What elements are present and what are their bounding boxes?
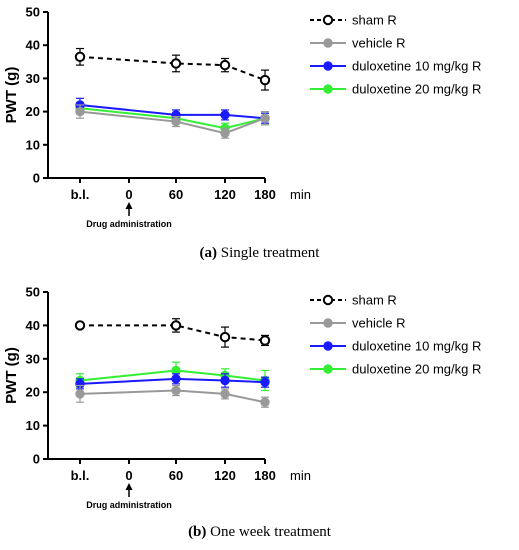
legend-label: duloxetine 10 mg/kg R: [352, 339, 481, 354]
caption-panel-a: (a) Single treatment: [0, 245, 519, 262]
y-tick-label: 10: [26, 137, 40, 152]
legend-marker: [323, 364, 333, 374]
legend-label: duloxetine 20 mg/kg R: [352, 362, 481, 377]
x-tick-label: b.l.: [71, 468, 90, 483]
legend-label: vehicle R: [352, 36, 405, 51]
legend-label: sham R: [352, 13, 397, 28]
x-tick-label: 180: [254, 468, 276, 483]
legend-entry: duloxetine 10 mg/kg R: [310, 339, 481, 354]
data-point: [259, 74, 271, 86]
legend-entry: vehicle R: [310, 316, 405, 331]
series-duloxetine-10-mg-kg-r: [75, 373, 270, 390]
x-tick-label: b.l.: [71, 187, 90, 202]
y-tick-label: 40: [26, 38, 40, 53]
annotation-label: Drug administration: [86, 500, 172, 510]
caption-a-label: (a): [199, 245, 218, 261]
data-point: [74, 320, 86, 331]
y-axis-label: PWT (g): [3, 67, 20, 124]
y-axis-label: PWT (g): [3, 347, 20, 404]
caption-b-label: (b): [188, 524, 207, 540]
legend-marker: [323, 38, 333, 48]
data-point: [220, 128, 230, 138]
series-line: [80, 324, 266, 342]
chart-panel-b: 0 10 20 30 40 50 PWT (g) b.l. 0 60 120 180 min Drug a…: [3, 285, 481, 511]
data-point: [260, 397, 270, 407]
x-tick-label: 0: [125, 468, 132, 483]
legend-marker: [323, 318, 333, 328]
data-point: [171, 385, 181, 396]
annotation-arrow-head: [125, 202, 133, 209]
legend-label: duloxetine 10 mg/kg R: [352, 59, 481, 74]
y-tick-label: 30: [26, 351, 40, 366]
y-tick-label: 50: [26, 285, 40, 300]
data-point: [74, 51, 86, 63]
legend-entry: sham R: [310, 13, 397, 28]
legend-entry: vehicle R: [310, 36, 405, 51]
data-point: [170, 320, 182, 331]
x-axis-unit: min: [290, 187, 311, 202]
series-vehicle-r: [75, 384, 270, 408]
series-line: [79, 369, 266, 382]
chart-panel-a: 0 10 20 30 40 50 PWT (g) b.l. 0 60 120 180 min Drug a…: [3, 5, 481, 230]
x-axis-unit: min: [290, 468, 311, 483]
data-point: [219, 331, 231, 343]
data-point: [220, 110, 230, 120]
data-point: [171, 374, 181, 384]
series-line: [79, 110, 266, 135]
y-tick-label: 40: [26, 318, 40, 333]
series-line: [79, 107, 266, 130]
y-tick-label: 30: [26, 71, 40, 86]
data-point: [75, 389, 85, 399]
series-vehicle-r: [75, 104, 270, 139]
legend-marker: [322, 14, 334, 26]
x-tick-label: 0: [125, 187, 132, 202]
legend-marker: [323, 341, 333, 351]
caption-panel-b: (b) One week treatment: [0, 524, 519, 541]
x-tick-label: 120: [214, 187, 236, 202]
y-tick-label: 50: [26, 5, 40, 20]
x-tick-label: 120: [214, 468, 236, 483]
data-point: [75, 106, 85, 117]
legend-label: vehicle R: [352, 316, 405, 331]
legend-marker: [323, 84, 333, 94]
legend-entry: duloxetine 20 mg/kg R: [310, 362, 481, 377]
legend-entry: duloxetine 10 mg/kg R: [310, 59, 481, 74]
annotation-arrow-head: [125, 483, 133, 490]
y-tick-label: 10: [26, 418, 40, 433]
y-tick-label: 0: [33, 452, 40, 467]
legend-label: sham R: [352, 293, 397, 308]
series-sham-r: [74, 318, 271, 348]
x-tick-label: 60: [169, 187, 183, 202]
series-line: [79, 103, 266, 120]
legend-marker: [323, 61, 333, 71]
series-sham-r: [74, 47, 271, 91]
data-point: [259, 335, 271, 346]
legend-entry: duloxetine 20 mg/kg R: [310, 82, 481, 97]
data-point: [260, 377, 270, 387]
y-tick-label: 0: [33, 171, 40, 186]
data-point: [171, 116, 181, 127]
x-tick-label: 60: [169, 468, 183, 483]
series-line: [79, 55, 266, 81]
y-tick-label: 20: [26, 385, 40, 400]
caption-b-text: One week treatment: [206, 524, 331, 540]
data-point: [260, 113, 270, 123]
x-tick-label: 180: [254, 187, 276, 202]
series-line: [79, 389, 266, 404]
data-point: [220, 389, 230, 399]
annotation-label: Drug administration: [86, 219, 172, 229]
legend-entry: sham R: [310, 293, 397, 308]
series-line: [79, 377, 266, 385]
y-tick-label: 20: [26, 104, 40, 119]
data-point: [219, 59, 231, 71]
data-point: [170, 58, 182, 69]
data-point: [220, 375, 230, 386]
legend-marker: [322, 294, 334, 306]
caption-a-text: Single treatment: [217, 245, 320, 261]
legend-label: duloxetine 20 mg/kg R: [352, 82, 481, 97]
